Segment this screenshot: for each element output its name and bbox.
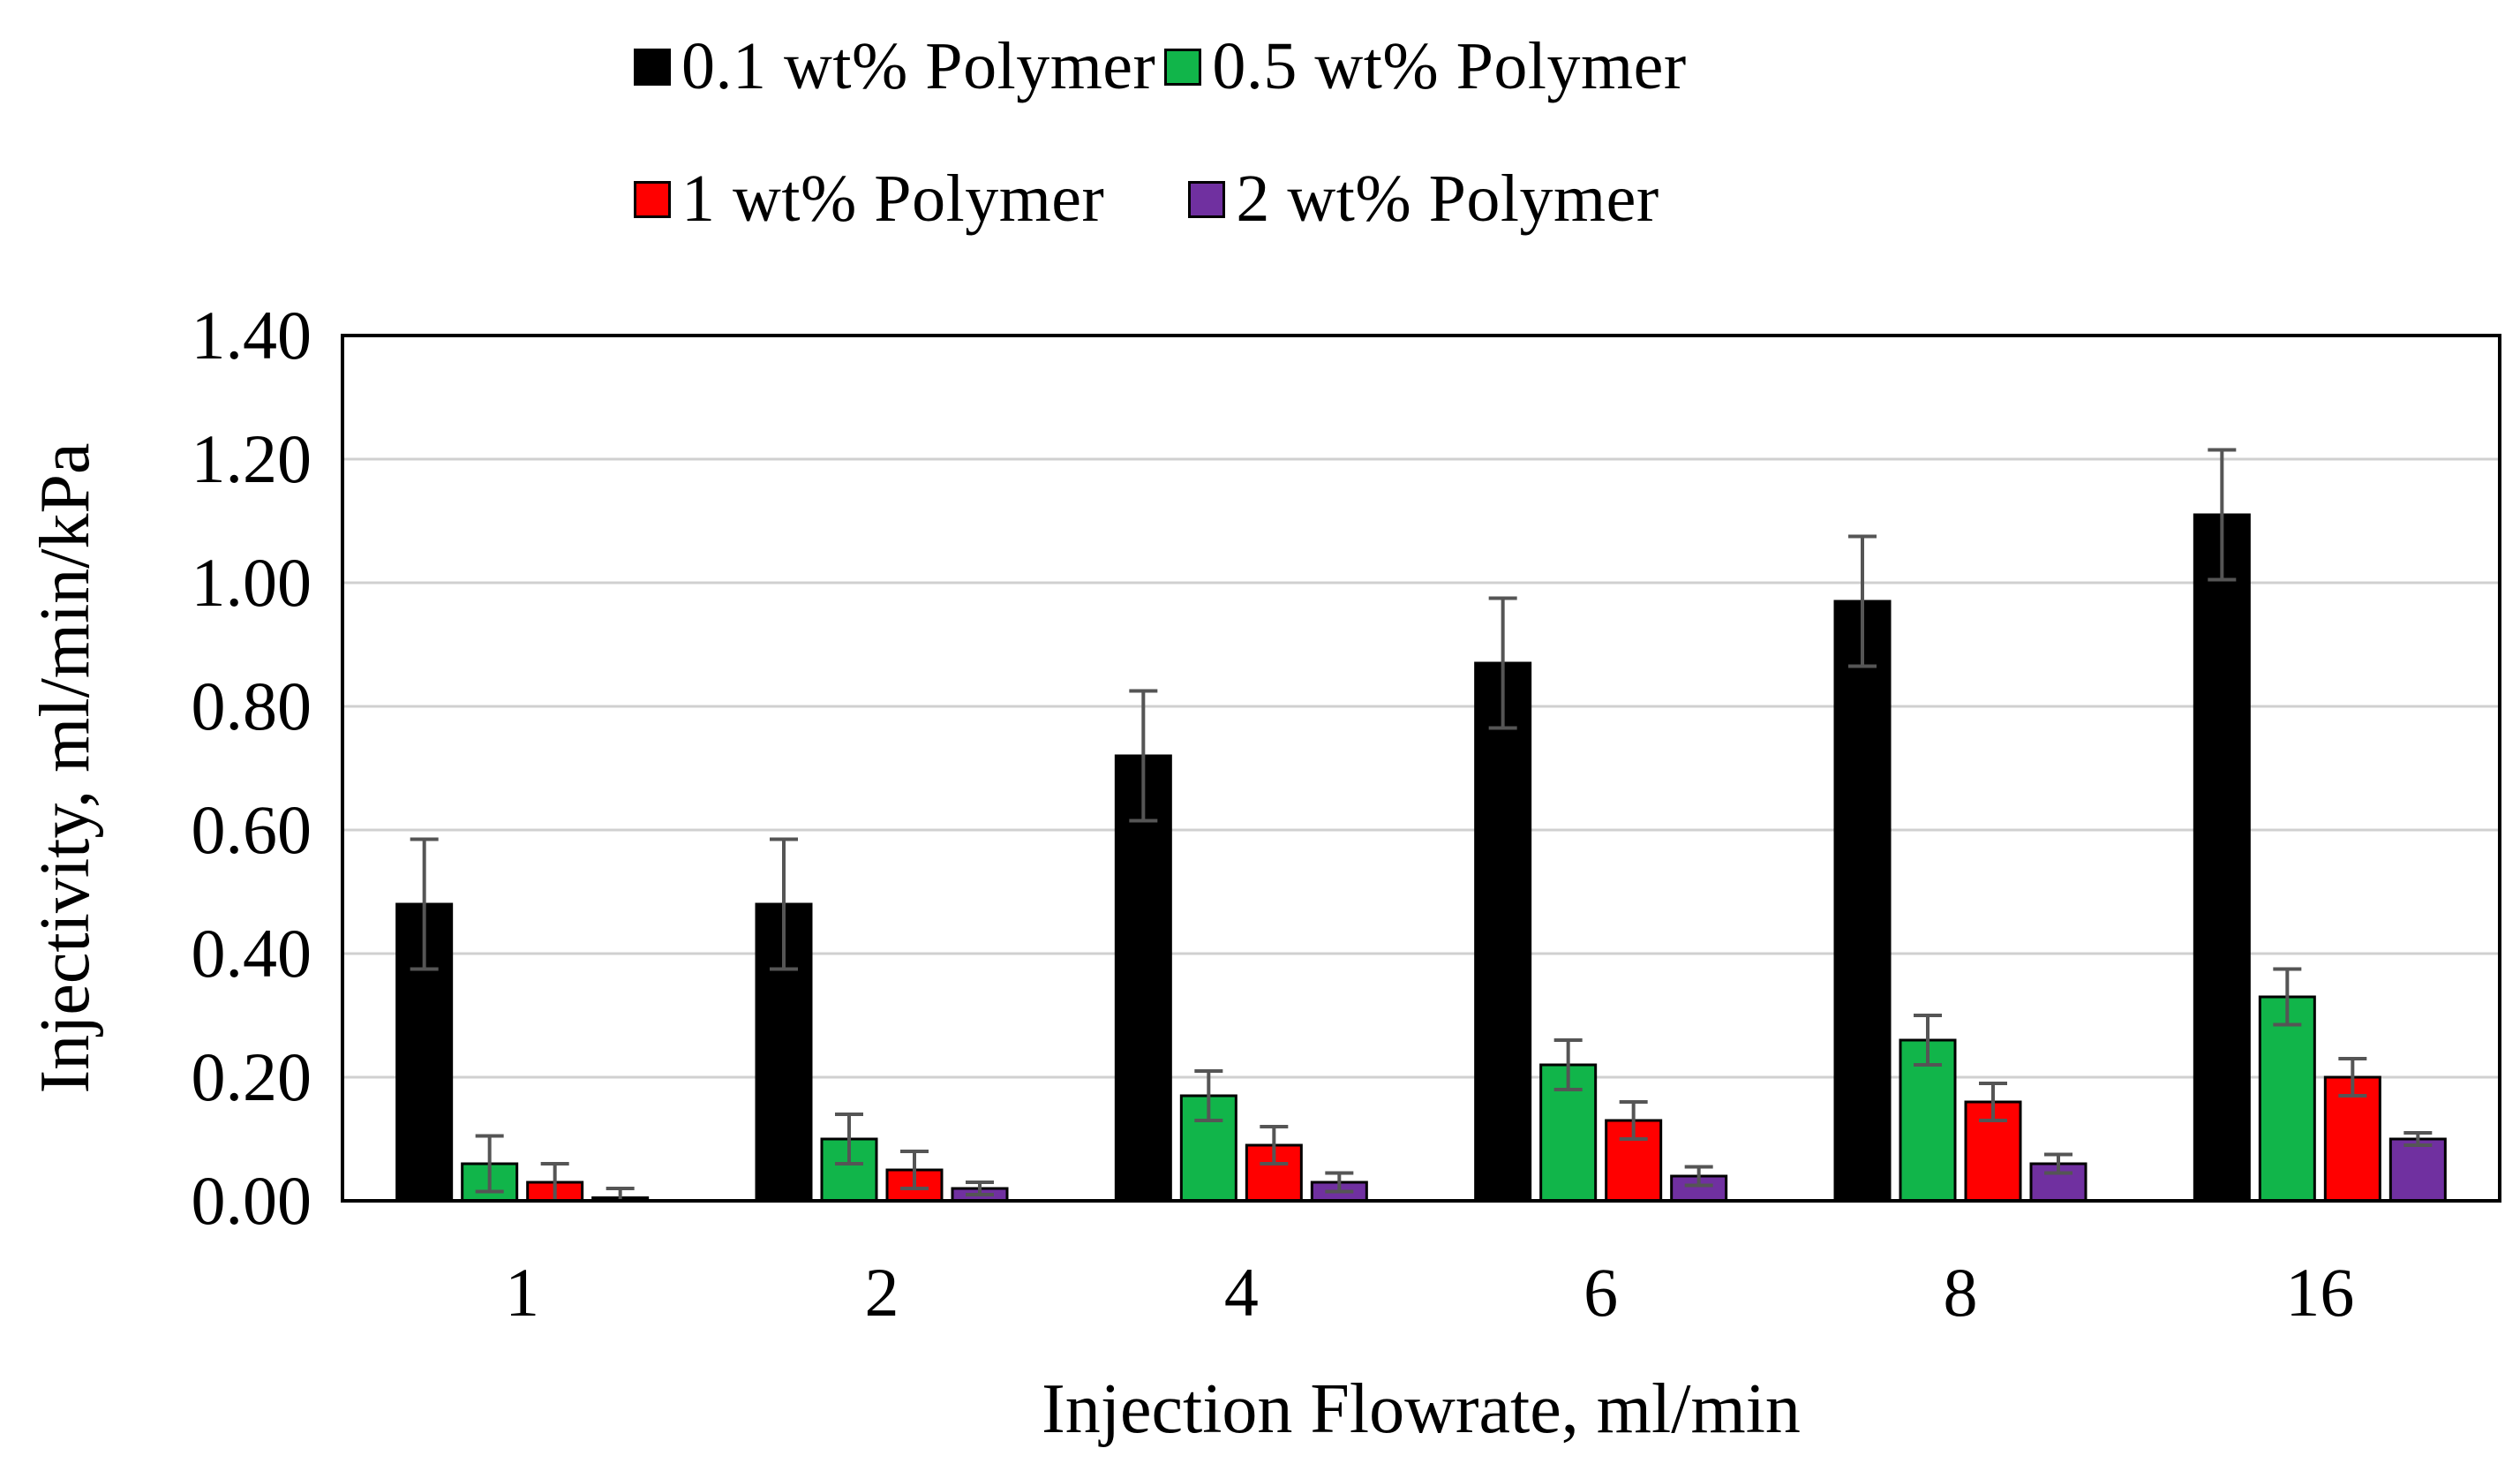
- error-bar-4-2: [966, 1181, 994, 1196]
- x-tick-label-16: 16: [2285, 1254, 2354, 1331]
- error-bar-4-4: [1325, 1171, 1354, 1194]
- x-tick-label-1: 1: [505, 1254, 539, 1331]
- bar-4-16: [2388, 1137, 2447, 1203]
- y-axis-title: Injectivity, ml/min/kPa: [26, 443, 104, 1094]
- error-bar-3-8: [1979, 1082, 2007, 1122]
- y-tick-label-0: 0.00: [192, 1162, 312, 1239]
- bar-1-6: [1474, 661, 1532, 1203]
- x-axis-title: Injection Flowrate, ml/min: [1042, 1370, 1801, 1448]
- error-bar-1-6: [1488, 596, 1517, 730]
- x-tick-label-8: 8: [1944, 1254, 1978, 1331]
- gridlines: [342, 457, 2500, 1079]
- legend-label-series-2: 0.5 wt% Polymer: [1212, 29, 1687, 103]
- error-bar-4-6: [1684, 1165, 1713, 1188]
- error-bar-1-2: [770, 837, 798, 971]
- x-tick-label-2: 2: [865, 1254, 899, 1331]
- legend-swatch-series-2: [1164, 48, 1202, 86]
- y-tick-label-3: 0.60: [192, 791, 312, 868]
- y-tick-label-1: 0.20: [192, 1038, 312, 1115]
- error-bar-3-16: [2338, 1057, 2367, 1098]
- y-tick-label-7: 1.40: [192, 297, 312, 373]
- y-tick-label-2: 0.40: [192, 915, 312, 992]
- x-tick-label-6: 6: [1583, 1254, 1618, 1331]
- error-bar-2-16: [2273, 967, 2302, 1027]
- x-tick-label-4: 4: [1224, 1254, 1259, 1331]
- bar-1-4: [1114, 754, 1172, 1203]
- legend-label-series-4: 2 wt% Polymer: [1236, 162, 1659, 236]
- error-bar-1-4: [1129, 689, 1158, 823]
- bar-1-8: [1833, 600, 1892, 1203]
- error-bar-2-6: [1553, 1038, 1583, 1091]
- error-bar-4-8: [2044, 1152, 2072, 1175]
- error-bar-2-4: [1194, 1069, 1223, 1122]
- legend-item-series-2: 0.5 wt% Polymer: [1164, 28, 1686, 105]
- legend-item-series-3: 1 wt% Polymer: [634, 161, 1104, 238]
- legend-swatch-series-1: [634, 48, 671, 86]
- legend-swatch-series-3: [634, 180, 671, 218]
- bar-3-16: [2323, 1075, 2381, 1203]
- legend-label-series-1: 0.1 wt% Polymer: [681, 29, 1156, 103]
- bar-1-16: [2193, 513, 2251, 1203]
- x-tick-labels: 1 2 4 6 8 16: [505, 1254, 2354, 1331]
- y-tick-labels: 0.00 0.20 0.40 0.60 0.80 1.00 1.20 1.40: [192, 297, 312, 1239]
- error-bar-3-4: [1260, 1125, 1289, 1165]
- y-tick-label-4: 0.80: [192, 668, 312, 744]
- error-bar-3-6: [1619, 1100, 1648, 1141]
- error-bar-4-16: [2403, 1131, 2433, 1147]
- error-bar-1-16: [2208, 448, 2237, 582]
- error-bar-2-8: [1914, 1014, 1942, 1067]
- y-tick-label-5: 1.00: [192, 544, 312, 621]
- error-bar-1-1: [410, 837, 439, 971]
- legend-label-series-3: 1 wt% Polymer: [681, 162, 1105, 236]
- error-bar-3-2: [900, 1150, 929, 1190]
- bar-2-16: [2258, 995, 2316, 1203]
- error-bar-2-1: [475, 1134, 504, 1194]
- legend-row-2: 1 wt% Polymer 2 wt% Polymer: [634, 161, 1668, 238]
- legend-item-series-1: 0.1 wt% Polymer: [634, 28, 1155, 105]
- plot-frame: [341, 334, 2501, 1203]
- error-bars: [410, 448, 2433, 1203]
- legend-item-series-4: 2 wt% Polymer: [1188, 161, 1659, 238]
- legend-row-1: 0.1 wt% Polymer 0.5 wt% Polymer: [634, 28, 1696, 105]
- y-tick-label-6: 1.20: [192, 420, 312, 497]
- bars: [395, 513, 2447, 1203]
- error-bar-1-8: [1848, 534, 1877, 668]
- error-bar-2-2: [835, 1113, 863, 1165]
- legend-swatch-series-4: [1188, 180, 1226, 218]
